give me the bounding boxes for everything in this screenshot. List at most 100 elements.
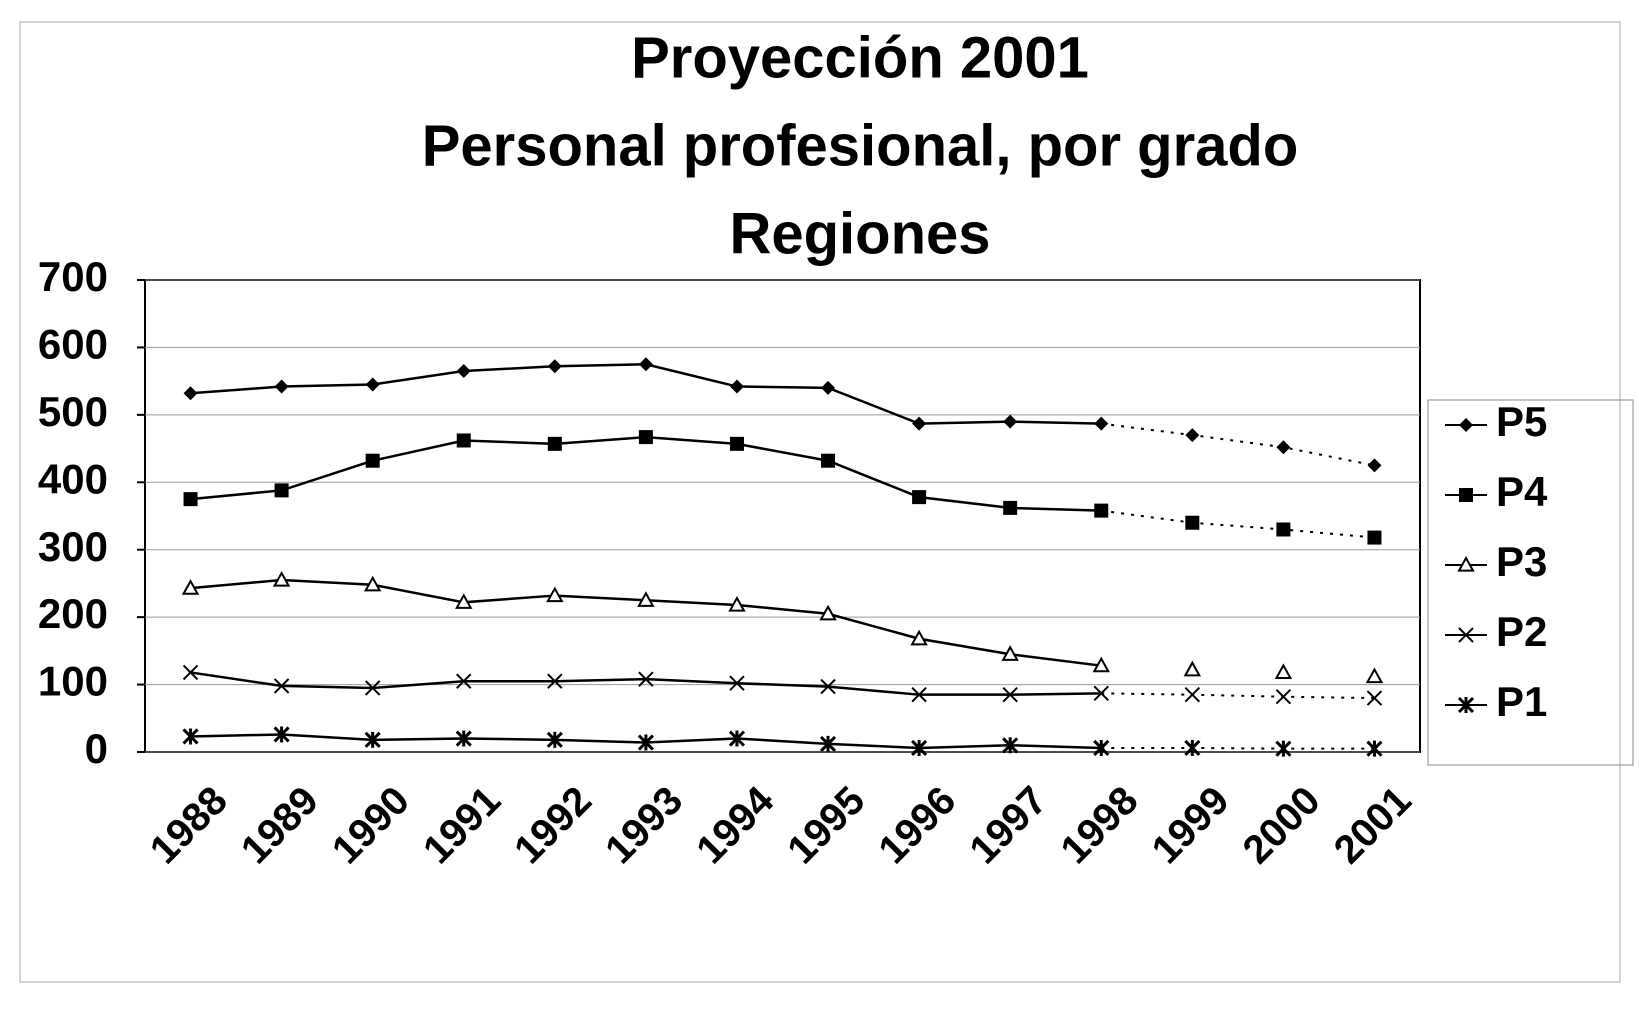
marker-shape: [1185, 428, 1200, 443]
chart-frame: [19, 21, 1621, 983]
data-point: [274, 483, 289, 498]
marker-shape: [1275, 689, 1292, 705]
marker-shape: [1458, 627, 1474, 643]
chart-title: Regiones: [729, 201, 990, 266]
marker-shape: [819, 604, 837, 621]
marker-shape: [1001, 645, 1019, 661]
legend-label: P5: [1496, 398, 1547, 445]
data-point: [1185, 428, 1200, 443]
data-point: [1366, 740, 1383, 757]
data-point: [547, 436, 562, 451]
data-point: [182, 728, 199, 745]
marker-shape: [183, 492, 198, 507]
legend-marker: [1459, 418, 1473, 432]
series-line: [190, 671, 1102, 696]
marker-shape: [1094, 503, 1109, 518]
marker-shape: [912, 416, 927, 431]
data-point: [1367, 458, 1382, 473]
projection-line: [1101, 692, 1375, 700]
marker-shape: [1365, 667, 1384, 684]
marker-shape: [638, 671, 654, 687]
marker-shape: [638, 357, 653, 372]
legend-marker: [1457, 555, 1475, 572]
marker-shape: [364, 731, 381, 748]
marker-shape: [1275, 740, 1292, 757]
marker-shape: [1276, 522, 1291, 537]
legend-label: P3: [1496, 538, 1547, 585]
data-point: [456, 364, 471, 379]
x-tick-label: 2001: [1326, 778, 1420, 872]
marker-shape: [637, 591, 655, 607]
data-point: [547, 359, 562, 374]
data-point: [821, 380, 836, 395]
data-point: [729, 436, 744, 451]
marker-shape: [274, 483, 289, 498]
marker-shape: [821, 380, 836, 395]
marker-shape: [182, 728, 199, 745]
data-point: [1367, 530, 1382, 545]
marker-shape: [547, 436, 562, 451]
legend-box: [1427, 399, 1634, 766]
data-point: [910, 629, 928, 646]
data-point: [365, 453, 380, 468]
data-point: [911, 686, 927, 703]
marker-shape: [1366, 740, 1383, 757]
marker-shape: [1093, 739, 1110, 757]
data-point: [1094, 416, 1109, 431]
marker-shape: [364, 680, 381, 696]
y-tick-label: 100: [38, 658, 108, 705]
data-point: [1003, 500, 1018, 515]
data-point: [912, 490, 927, 505]
data-point: [821, 453, 836, 468]
data-point: [546, 731, 563, 748]
data-point: [1002, 686, 1018, 703]
legend-label: P1: [1496, 678, 1547, 725]
data-point: [1274, 663, 1293, 680]
x-tick-label: 1995: [779, 778, 873, 872]
marker-shape: [547, 673, 563, 689]
x-tick-label: 1998: [1053, 778, 1147, 872]
marker-shape: [638, 430, 653, 445]
data-point: [1183, 660, 1202, 677]
data-point: [638, 430, 653, 445]
marker-shape: [363, 575, 382, 592]
marker-shape: [1459, 418, 1473, 432]
marker-shape: [181, 579, 200, 595]
marker-shape: [821, 453, 836, 468]
y-tick-label: 200: [38, 590, 108, 637]
marker-shape: [1093, 685, 1109, 702]
marker-shape: [1366, 690, 1383, 706]
marker-shape: [1094, 416, 1109, 431]
chart-title: Personal profesional, por grado: [422, 113, 1299, 178]
data-point: [274, 379, 289, 394]
data-point: [1092, 656, 1110, 673]
data-point: [728, 595, 746, 612]
marker-shape: [1367, 458, 1382, 473]
marker-shape: [547, 359, 562, 374]
marker-shape: [729, 436, 744, 451]
data-point: [273, 678, 290, 694]
data-point: [1366, 690, 1383, 706]
data-point: [1185, 515, 1200, 530]
legend-label: P2: [1496, 608, 1547, 655]
marker-shape: [365, 377, 380, 392]
data-point: [637, 734, 654, 751]
series-line: [190, 435, 1102, 512]
data-point: [547, 673, 563, 689]
data-point: [456, 433, 471, 448]
marker-shape: [456, 673, 472, 689]
data-point: [729, 675, 745, 691]
y-tick-label: 700: [38, 253, 108, 300]
data-point: [183, 386, 198, 401]
data-point: [912, 416, 927, 431]
projection-line: [1101, 422, 1375, 467]
y-tick-label: 300: [38, 523, 108, 570]
data-point: [1184, 686, 1201, 703]
data-point: [1365, 667, 1384, 684]
x-tick-label: 2000: [1235, 778, 1329, 872]
data-point: [364, 680, 381, 696]
legend-marker: [1457, 696, 1475, 714]
marker-shape: [1457, 555, 1475, 572]
data-point: [1276, 440, 1291, 455]
marker-shape: [910, 629, 928, 646]
